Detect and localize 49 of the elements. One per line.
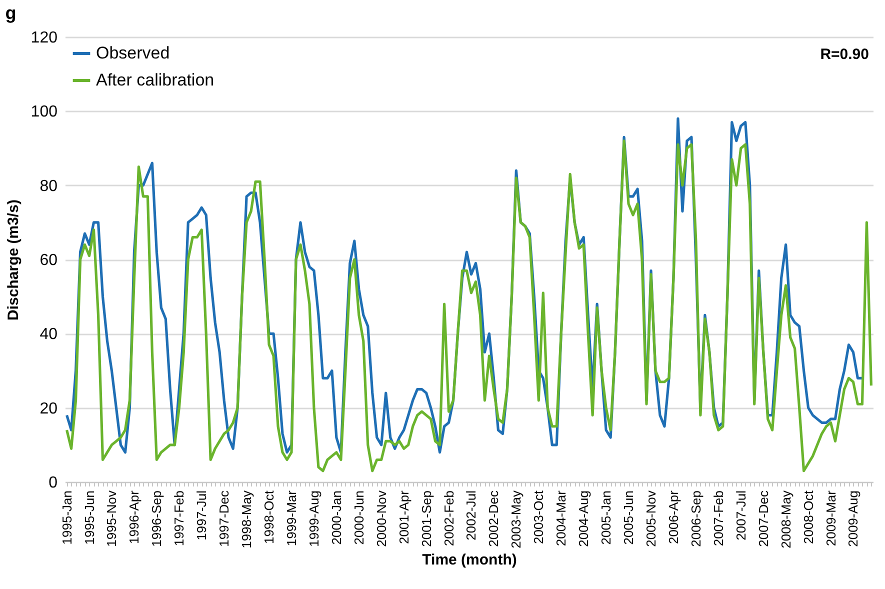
x-tick-label: 2008-May — [778, 490, 794, 548]
x-axis-title: Time (month) — [422, 551, 517, 568]
x-tick-label: 2006-Sep — [688, 490, 704, 547]
x-tick-label: 2009-Mar — [823, 490, 838, 546]
legend-label: After calibration — [96, 70, 214, 90]
y-tick-label: 40 — [40, 326, 58, 344]
x-tick-label: 2000-Nov — [374, 490, 389, 547]
x-tick-label: 1997-Feb — [172, 490, 187, 546]
x-tick-label: 2003-Oct — [531, 490, 546, 544]
x-tick-label: 2002-Feb — [441, 490, 456, 546]
x-tick-label: 2000-Jan — [328, 490, 344, 545]
x-tick-label: 1997-Jul — [194, 490, 210, 540]
x-tick-label: 1995-Nov — [104, 490, 120, 547]
x-tick-label: 2000-Jun — [351, 490, 366, 545]
x-tick-label: 2004-Aug — [576, 490, 592, 547]
x-tick-label: 2007-Dec — [756, 490, 771, 547]
x-tick-label: 1995-Jun — [82, 490, 97, 545]
x-tick-label: 2008-Oct — [800, 490, 816, 544]
x-tick-label: 2004-Mar — [554, 490, 569, 546]
x-tick-label: 1999-Aug — [306, 490, 322, 547]
x-tick-label: 2001-Sep — [418, 490, 434, 547]
x-tick-label: 2007-Feb — [710, 490, 726, 546]
x-tick-label: 1998-May — [239, 490, 254, 548]
x-tick-label: 1996-Sep — [149, 490, 164, 547]
x-tick-label: 1999-Mar — [284, 490, 299, 546]
x-tick-label: 2002-Jul — [464, 490, 479, 540]
legend-label: Observed — [96, 44, 170, 62]
x-tick-label: 2006-Apr — [666, 490, 681, 544]
x-tick-label: 1997-Dec — [216, 490, 232, 547]
x-tick-label: 2005-Jan — [598, 490, 614, 545]
annotation: R=0.90 — [820, 46, 869, 63]
y-tick-label: 80 — [40, 178, 58, 195]
y-tick-label: 20 — [40, 400, 58, 418]
x-tick-label: 1998-Oct — [262, 490, 277, 544]
x-tick-label: 2007-Jul — [733, 490, 748, 540]
x-tick-label: 2009-Aug — [846, 490, 861, 547]
y-axis-title: Discharge (m3/s) — [4, 200, 22, 320]
x-tick-label: 2003-May — [508, 490, 524, 548]
y-tick-label: 0 — [48, 474, 58, 492]
x-tick-label: 2001-Apr — [396, 490, 412, 544]
y-tick-label: 120 — [30, 30, 58, 46]
x-tick-label: 2005-Jun — [621, 490, 636, 545]
y-tick-label: 60 — [40, 252, 58, 269]
y-tick-label: 100 — [30, 104, 58, 121]
x-tick-label: 2005-Nov — [644, 490, 658, 547]
chart-title: g — [5, 3, 16, 23]
x-tick-label: 1996-Apr — [126, 490, 142, 544]
x-tick-label: 1995-Jan — [59, 490, 74, 545]
x-tick-label: 2002-Dec — [486, 490, 502, 547]
